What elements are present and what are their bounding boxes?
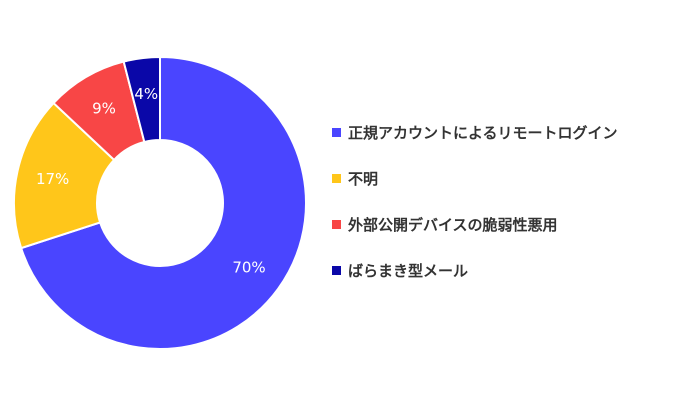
donut-slice-2[interactable]	[13, 101, 116, 250]
legend-label: 不明	[348, 169, 379, 188]
legend-label: ばらまき型メール	[348, 261, 469, 280]
legend-item-unknown[interactable]: 不明	[332, 164, 618, 192]
slice-value-label-2: 17%	[36, 170, 69, 188]
legend-label: 外部公開デバイスの脆弱性悪用	[348, 215, 558, 234]
legend-swatch	[332, 127, 341, 137]
slice-value-label-3: 9%	[92, 99, 116, 117]
donut-slice-1[interactable]	[19, 55, 307, 350]
slice-value-label-1: 70%	[232, 259, 265, 277]
slice-value-label-4: 4%	[134, 85, 158, 103]
legend: 正規アカウントによるリモートログイン 不明 外部公開デバイスの脆弱性悪用 ばらま…	[332, 118, 618, 302]
donut-slice-4[interactable]	[122, 55, 161, 144]
slice-group	[13, 55, 307, 350]
legend-swatch	[332, 219, 341, 229]
legend-item-mass-email[interactable]: ばらまき型メール	[332, 256, 618, 284]
legend-swatch	[332, 173, 341, 183]
legend-swatch	[332, 265, 341, 275]
slice-label-group: 70% 17% 9% 4%	[36, 85, 266, 277]
legend-item-device-vulnerability[interactable]: 外部公開デバイスの脆弱性悪用	[332, 210, 618, 238]
legend-item-remote-login[interactable]: 正規アカウントによるリモートログイン	[332, 118, 618, 146]
legend-label: 正規アカウントによるリモートログイン	[348, 123, 618, 142]
